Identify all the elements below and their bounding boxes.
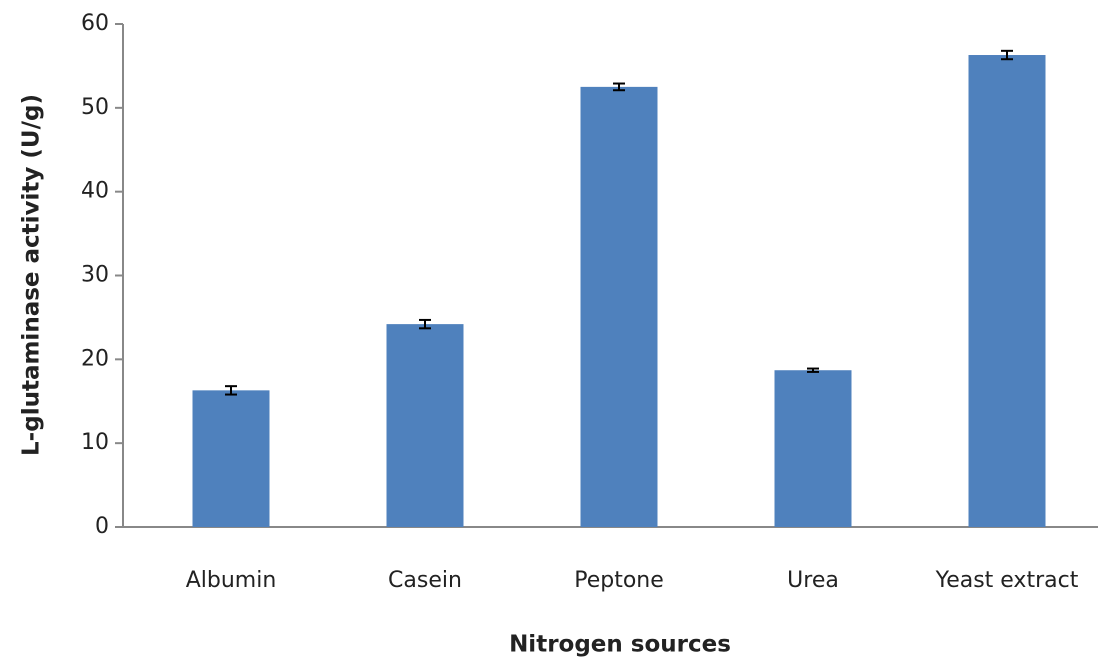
x-tick-label: Casein bbox=[388, 568, 462, 593]
bar bbox=[192, 390, 270, 527]
x-axis-title: Nitrogen sources bbox=[509, 632, 731, 658]
y-tick-label: 60 bbox=[81, 11, 109, 36]
x-tick-label: Yeast extract bbox=[935, 568, 1079, 593]
bar bbox=[386, 324, 464, 527]
bar bbox=[774, 370, 852, 527]
y-tick-label: 0 bbox=[95, 514, 109, 539]
y-tick-label: 50 bbox=[81, 95, 109, 120]
y-tick-label: 10 bbox=[81, 430, 109, 455]
y-tick-label: 30 bbox=[81, 263, 109, 288]
x-tick-label: Urea bbox=[787, 568, 839, 593]
bar bbox=[580, 86, 658, 527]
y-axis-title: L-glutaminase activity (U/g) bbox=[19, 94, 45, 456]
y-tick-label: 20 bbox=[81, 346, 109, 371]
x-tick-label: Albumin bbox=[186, 568, 277, 593]
bar bbox=[968, 55, 1046, 527]
x-tick-label: Peptone bbox=[574, 568, 664, 593]
y-tick-label: 40 bbox=[81, 179, 109, 204]
